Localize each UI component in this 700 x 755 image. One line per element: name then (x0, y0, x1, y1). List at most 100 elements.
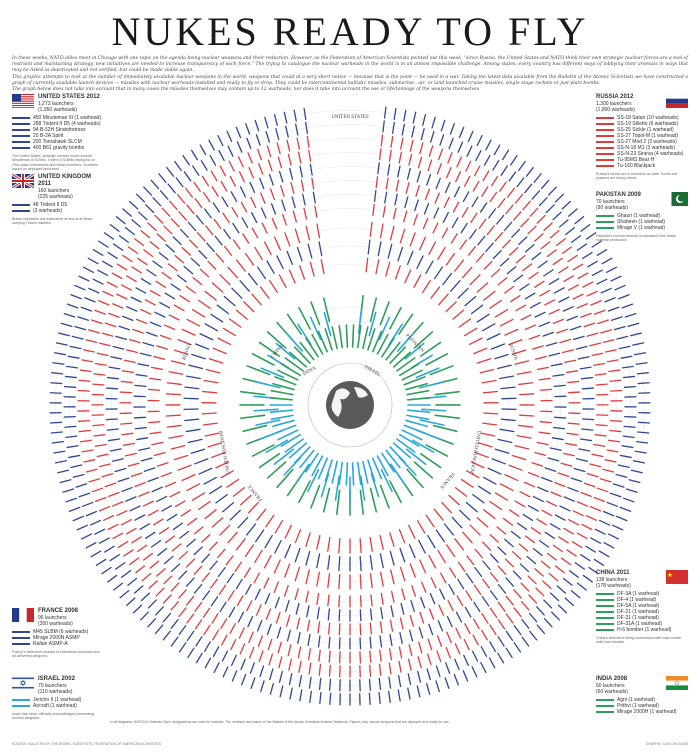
missile-mark (116, 263, 128, 271)
missile-mark (240, 658, 246, 671)
missile-mark (488, 657, 496, 669)
missile-mark (141, 572, 152, 582)
missile-mark (447, 152, 453, 164)
missile-mark (454, 658, 460, 671)
missile-mark (95, 558, 107, 566)
list-item: Jericho II (1 warhead) (12, 697, 104, 703)
missile-mark (254, 246, 263, 261)
missile-mark (359, 489, 365, 515)
missile-mark (83, 349, 96, 353)
missile-mark (534, 280, 545, 288)
missile-mark (580, 376, 594, 380)
missile-mark (136, 544, 148, 553)
missile-mark (222, 666, 229, 678)
missile-mark (201, 534, 211, 543)
missile-mark (112, 345, 125, 350)
missile-mark (472, 634, 479, 646)
ring-label: UNITED KINGDOM (219, 429, 232, 474)
missile-mark (236, 141, 243, 153)
missile-mark (65, 365, 79, 369)
missile-mark (466, 555, 475, 566)
missile-mark (389, 619, 394, 632)
missile-mark (245, 583, 252, 595)
missile-mark (589, 463, 602, 468)
missile-mark (238, 627, 245, 639)
missile-mark (499, 428, 515, 433)
missile-mark (499, 318, 514, 327)
missile-mark (544, 531, 556, 539)
missile-mark (273, 559, 281, 574)
missile-mark (106, 376, 120, 380)
missile-mark (133, 416, 147, 419)
missile-mark (126, 306, 138, 312)
missile-mark (135, 193, 146, 203)
missile-mark (458, 318, 472, 328)
missile-mark (170, 636, 179, 647)
missile-mark (128, 338, 141, 344)
missile-mark (266, 331, 287, 349)
missile-mark (231, 670, 238, 682)
missile-mark (82, 266, 94, 273)
missile-mark (476, 517, 489, 528)
missile-mark (475, 253, 485, 263)
missile-mark (179, 530, 190, 539)
missile-mark (602, 468, 615, 473)
missile-mark (255, 529, 265, 543)
missile-mark (397, 165, 401, 178)
list-item: 400 B61 gravity bombs (12, 145, 104, 151)
missile-mark (524, 324, 537, 331)
missile-mark (490, 175, 499, 187)
missile-mark (284, 232, 291, 247)
russia-warheads: (1,800 warheads) (596, 107, 635, 113)
missile-mark (482, 578, 490, 589)
missile-mark (528, 612, 538, 623)
missile-mark (118, 325, 131, 331)
missile-mark (401, 429, 423, 441)
missile-mark (198, 467, 213, 475)
missile-mark (145, 204, 155, 214)
footnote: In all diagrams, NATO/US Defense Dept. d… (110, 720, 450, 724)
panel-china: CHINA 2011 138 launchers (178 warheads) … (596, 570, 688, 645)
missile-mark (307, 648, 312, 661)
missile-mark (136, 437, 149, 441)
missile-mark (576, 501, 589, 507)
missile-mark (520, 218, 530, 228)
missile-mark (263, 554, 272, 569)
missile-mark (434, 414, 461, 420)
missile-mark (634, 450, 647, 454)
missile-mark (432, 222, 439, 234)
missile-mark (430, 286, 441, 299)
missile-mark (474, 566, 483, 577)
missile-mark (327, 608, 331, 621)
missile-mark (156, 345, 169, 350)
missile-mark (185, 187, 193, 198)
missile-mark (181, 246, 191, 256)
missile-mark (463, 327, 478, 337)
missile-mark (589, 342, 602, 347)
missile-mark (624, 313, 637, 318)
missile-mark (492, 249, 502, 260)
missile-mark (153, 452, 166, 457)
missile-mark (93, 434, 106, 437)
missile-mark (172, 236, 182, 246)
missile-mark (375, 259, 380, 275)
missile-mark (227, 145, 234, 157)
missile-mark (406, 250, 414, 265)
missile-mark (51, 440, 64, 444)
intro-paragraph: This graphic attempts to look at the num… (12, 74, 688, 86)
missile-mark (497, 583, 507, 594)
panel-pakistan: PAKISTAN 2009 70 launchers (90 warheads)… (596, 192, 688, 243)
missile-mark (490, 343, 506, 350)
missile-mark (417, 656, 422, 669)
missile-mark (193, 181, 201, 192)
missile-mark (196, 232, 206, 242)
missile-mark (520, 600, 530, 611)
missile-mark (450, 280, 461, 292)
missile-mark (273, 448, 295, 465)
missile-mark (497, 438, 513, 444)
missile-mark (280, 363, 302, 377)
missile-mark (219, 165, 227, 177)
missile-mark (454, 643, 461, 655)
missile-mark (497, 652, 505, 664)
missile-mark (511, 349, 527, 355)
